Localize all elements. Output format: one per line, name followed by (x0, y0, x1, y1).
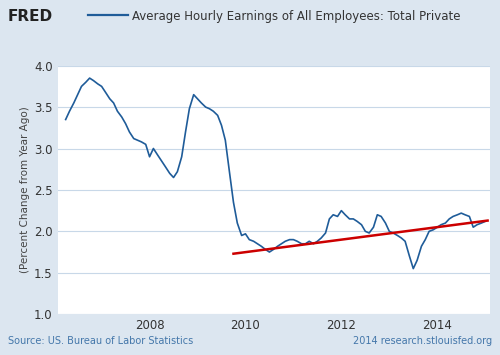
Text: FRED: FRED (8, 9, 52, 24)
Y-axis label: (Percent Change from Year Ago): (Percent Change from Year Ago) (20, 106, 30, 273)
Text: Source: US. Bureau of Labor Statistics: Source: US. Bureau of Labor Statistics (8, 336, 193, 346)
Text: Average Hourly Earnings of All Employees: Total Private: Average Hourly Earnings of All Employees… (132, 10, 461, 23)
Text: 2014 research.stlouisfed.org: 2014 research.stlouisfed.org (354, 336, 492, 346)
